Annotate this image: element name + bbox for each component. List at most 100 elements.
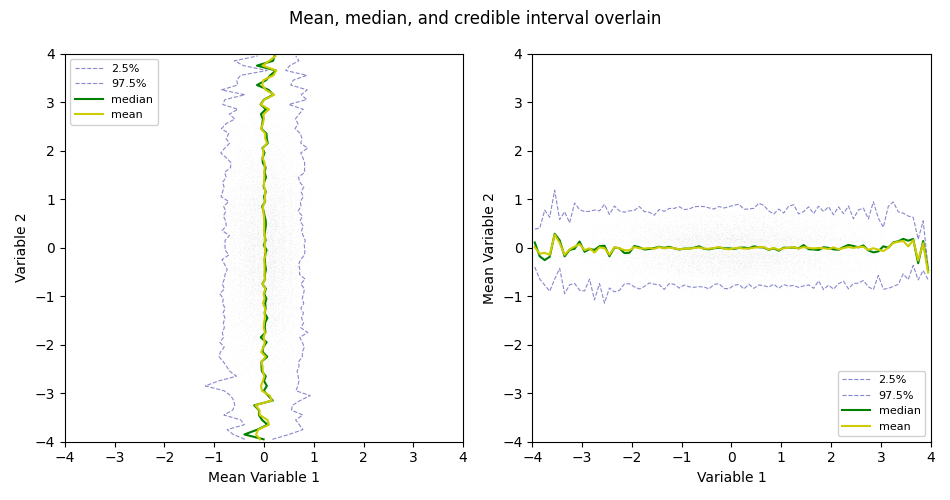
Point xyxy=(279,132,294,140)
Point xyxy=(728,230,743,238)
Point xyxy=(682,211,697,219)
Point xyxy=(237,258,252,266)
Point xyxy=(848,256,864,264)
Point xyxy=(723,264,738,272)
Point xyxy=(633,266,648,274)
Point xyxy=(711,243,726,251)
Point xyxy=(253,280,268,288)
Point xyxy=(729,240,744,248)
Point xyxy=(678,255,694,263)
Point xyxy=(237,293,252,301)
Point xyxy=(645,277,660,285)
Point xyxy=(256,210,271,218)
Point xyxy=(258,294,274,302)
Point xyxy=(249,348,264,356)
Point xyxy=(279,344,294,351)
Point xyxy=(729,240,744,248)
Point xyxy=(236,273,251,281)
Point xyxy=(218,326,233,334)
Point xyxy=(246,322,261,330)
Point xyxy=(653,254,668,262)
Point xyxy=(828,210,844,218)
Point xyxy=(763,244,778,252)
Point xyxy=(659,247,674,255)
Point xyxy=(788,246,804,254)
Point xyxy=(813,278,828,285)
Point xyxy=(688,226,703,234)
Point xyxy=(289,241,304,249)
Point xyxy=(642,264,657,272)
Point xyxy=(254,230,269,238)
Point xyxy=(263,226,278,234)
Point xyxy=(232,425,247,433)
Point xyxy=(712,260,728,268)
Point xyxy=(272,364,287,372)
Point xyxy=(276,220,291,228)
Point xyxy=(294,228,309,236)
Point xyxy=(263,190,278,198)
Point xyxy=(736,262,751,270)
Point xyxy=(257,362,273,370)
Point xyxy=(247,196,262,204)
Point xyxy=(243,260,258,268)
Point xyxy=(275,276,290,284)
Point xyxy=(280,225,295,233)
Point xyxy=(681,249,696,257)
Point xyxy=(580,262,596,270)
Point xyxy=(256,324,272,332)
Point xyxy=(273,231,288,239)
Point xyxy=(739,235,754,243)
Point xyxy=(619,220,635,228)
Point xyxy=(737,261,752,269)
Point xyxy=(698,268,713,276)
Point xyxy=(293,264,308,272)
Point xyxy=(219,176,235,184)
Point xyxy=(288,262,303,270)
Point xyxy=(250,250,265,258)
Point xyxy=(259,224,275,232)
Point xyxy=(265,321,280,329)
Point xyxy=(738,250,753,258)
Point xyxy=(737,246,752,254)
Point xyxy=(251,169,266,177)
Point xyxy=(648,230,663,238)
Point xyxy=(544,290,560,298)
Point xyxy=(261,155,276,163)
Point xyxy=(621,214,637,222)
Point xyxy=(711,234,726,242)
Point xyxy=(627,235,642,243)
Point xyxy=(729,248,744,256)
Point xyxy=(246,272,261,280)
Point xyxy=(704,268,719,276)
Point xyxy=(732,234,748,242)
Point xyxy=(648,248,663,256)
Point xyxy=(658,252,674,260)
Point xyxy=(267,196,282,203)
Point xyxy=(693,244,708,252)
Point xyxy=(259,194,275,202)
Point xyxy=(710,258,725,266)
Point xyxy=(263,261,278,269)
Point xyxy=(662,220,677,228)
Point xyxy=(263,312,278,320)
Point xyxy=(212,332,227,340)
Point xyxy=(787,246,802,254)
Point xyxy=(727,224,742,232)
Point xyxy=(674,253,690,261)
Point xyxy=(690,260,705,268)
Point xyxy=(263,350,278,358)
Point xyxy=(271,232,286,239)
Point xyxy=(752,246,768,254)
Point xyxy=(274,304,289,312)
Point xyxy=(746,207,761,215)
Point xyxy=(246,262,261,270)
Point xyxy=(244,182,259,190)
Point xyxy=(733,264,749,272)
Point xyxy=(696,201,712,209)
Point xyxy=(781,250,796,258)
Point xyxy=(724,229,739,237)
Point xyxy=(222,290,238,298)
Point xyxy=(248,311,263,319)
Point xyxy=(758,223,773,231)
Point xyxy=(736,270,751,278)
